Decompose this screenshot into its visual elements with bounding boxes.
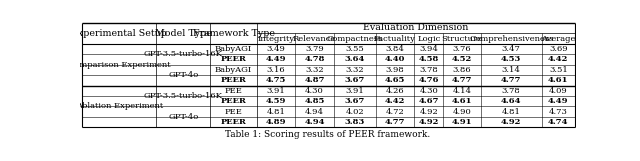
Text: Factuality: Factuality [374, 35, 416, 43]
Text: 4.52: 4.52 [452, 56, 472, 63]
Text: Average: Average [541, 35, 575, 43]
Text: 4.26: 4.26 [385, 87, 404, 95]
Text: 3.14: 3.14 [502, 66, 520, 74]
Text: PEE: PEE [225, 108, 243, 116]
Text: 4.53: 4.53 [501, 56, 522, 63]
Text: 4.73: 4.73 [549, 108, 568, 116]
Text: 4.78: 4.78 [304, 56, 324, 63]
Text: PEER: PEER [221, 97, 246, 105]
Text: 4.42: 4.42 [548, 56, 568, 63]
Text: 4.94: 4.94 [304, 118, 324, 126]
Text: 4.91: 4.91 [452, 118, 472, 126]
Text: 3.32: 3.32 [346, 66, 364, 74]
Text: 4.30: 4.30 [305, 87, 324, 95]
Text: 4.61: 4.61 [452, 97, 472, 105]
Text: 4.94: 4.94 [305, 108, 324, 116]
Text: 4.81: 4.81 [267, 108, 285, 116]
Text: 3.84: 3.84 [385, 45, 404, 53]
Text: Structure: Structure [442, 35, 483, 43]
Text: 3.91: 3.91 [267, 87, 285, 95]
Text: 3.91: 3.91 [346, 87, 364, 95]
Text: PEER: PEER [221, 76, 246, 84]
Text: 4.09: 4.09 [549, 87, 568, 95]
Text: 4.64: 4.64 [501, 97, 522, 105]
Text: 3.55: 3.55 [346, 45, 364, 53]
Text: 3.79: 3.79 [305, 45, 324, 53]
Text: GPT-4o: GPT-4o [168, 71, 198, 79]
Text: Ablation Experiment: Ablation Experiment [76, 102, 163, 110]
Text: 3.51: 3.51 [549, 66, 568, 74]
Text: 4.77: 4.77 [452, 76, 472, 84]
Text: 3.67: 3.67 [344, 97, 365, 105]
Text: 4.90: 4.90 [452, 108, 472, 116]
Text: Experimental Setup: Experimental Setup [72, 29, 167, 38]
Text: GPT-4o: GPT-4o [168, 113, 198, 121]
Text: Comprehensiveness: Comprehensiveness [469, 35, 554, 43]
Text: Comparison Experiment: Comparison Experiment [68, 61, 171, 69]
Text: BabyAGI: BabyAGI [215, 66, 252, 74]
Text: 3.86: 3.86 [452, 66, 472, 74]
Text: 3.78: 3.78 [419, 66, 438, 74]
Text: 4.61: 4.61 [548, 76, 568, 84]
Text: Relevance: Relevance [293, 35, 336, 43]
Text: Logic: Logic [417, 35, 440, 43]
Text: Table 1: Scoring results of PEER framework.: Table 1: Scoring results of PEER framewo… [225, 130, 431, 139]
Text: 4.81: 4.81 [502, 108, 520, 116]
Text: 4.65: 4.65 [385, 76, 405, 84]
Text: 4.77: 4.77 [501, 76, 522, 84]
Text: 3.69: 3.69 [549, 45, 568, 53]
Text: 4.14: 4.14 [452, 87, 472, 95]
Text: 4.30: 4.30 [419, 87, 438, 95]
Text: 4.49: 4.49 [548, 97, 568, 105]
Text: 4.72: 4.72 [385, 108, 404, 116]
Text: 4.92: 4.92 [419, 118, 439, 126]
Text: 3.47: 3.47 [502, 45, 520, 53]
Text: 3.64: 3.64 [344, 56, 365, 63]
Text: 4.92: 4.92 [501, 118, 522, 126]
Text: 4.76: 4.76 [419, 76, 439, 84]
Text: Compactness: Compactness [326, 35, 383, 43]
Text: 4.92: 4.92 [419, 108, 438, 116]
Text: 4.02: 4.02 [346, 108, 364, 116]
Text: 3.83: 3.83 [344, 118, 365, 126]
Text: 3.78: 3.78 [502, 87, 520, 95]
Text: 4.85: 4.85 [305, 97, 324, 105]
Text: PEER: PEER [221, 118, 246, 126]
Text: GPT-3.5-turbo-16K: GPT-3.5-turbo-16K [143, 92, 223, 100]
Text: 3.98: 3.98 [385, 66, 404, 74]
Text: 4.89: 4.89 [266, 118, 287, 126]
Text: Model Type: Model Type [155, 29, 212, 38]
Text: 4.77: 4.77 [385, 118, 405, 126]
Text: Evaluation Dimension: Evaluation Dimension [364, 23, 468, 32]
Text: 4.58: 4.58 [419, 56, 439, 63]
Text: Integrity: Integrity [257, 35, 294, 43]
Text: 4.75: 4.75 [266, 76, 286, 84]
Text: 3.16: 3.16 [267, 66, 285, 74]
Text: 3.76: 3.76 [452, 45, 472, 53]
Text: 4.40: 4.40 [385, 56, 405, 63]
Text: PEE: PEE [225, 87, 243, 95]
Text: 3.67: 3.67 [344, 76, 365, 84]
Text: 3.32: 3.32 [305, 66, 324, 74]
Text: 4.49: 4.49 [266, 56, 287, 63]
Text: 4.42: 4.42 [385, 97, 405, 105]
Text: BabyAGI: BabyAGI [215, 45, 252, 53]
Text: 4.74: 4.74 [548, 118, 568, 126]
Text: Framework Type: Framework Type [193, 29, 275, 38]
Text: 3.94: 3.94 [419, 45, 438, 53]
Text: PEER: PEER [221, 56, 246, 63]
Text: 4.59: 4.59 [266, 97, 286, 105]
Text: 4.87: 4.87 [304, 76, 324, 84]
Text: 3.49: 3.49 [267, 45, 285, 53]
Text: 4.67: 4.67 [419, 97, 439, 105]
Text: GPT-3.5-turbo-16K: GPT-3.5-turbo-16K [143, 50, 223, 58]
